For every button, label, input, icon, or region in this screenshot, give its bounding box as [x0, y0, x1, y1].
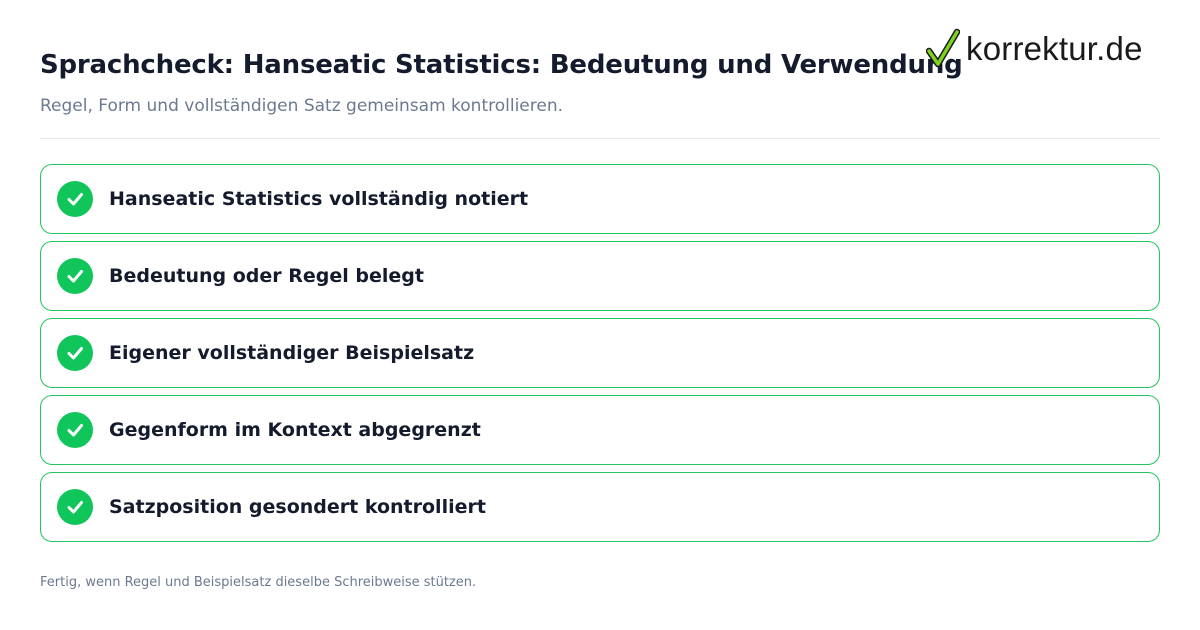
page-title: Sprachcheck: Hanseatic Statistics: Bedeu… — [40, 50, 963, 80]
checklist-item: Eigener vollständiger Beispielsatz — [40, 318, 1160, 388]
page-subtitle: Regel, Form und vollständigen Satz gemei… — [40, 96, 564, 116]
checklist-item: Satzposition gesondert kontrolliert — [40, 472, 1160, 542]
brand-logo[interactable]: korrektur.de — [926, 28, 1143, 70]
checklist-item-label: Gegenform im Kontext abgegrenzt — [109, 419, 481, 441]
checklist-item: Gegenform im Kontext abgegrenzt — [40, 395, 1160, 465]
checklist-item-label: Eigener vollständiger Beispielsatz — [109, 342, 475, 364]
checkmark-icon — [926, 28, 960, 70]
header-divider — [40, 138, 1160, 139]
check-circle-icon — [57, 335, 93, 371]
checklist-item-label: Hanseatic Statistics vollständig notiert — [109, 188, 529, 210]
check-circle-icon — [57, 258, 93, 294]
check-circle-icon — [57, 181, 93, 217]
footer-note: Fertig, wenn Regel und Beispielsatz dies… — [40, 575, 477, 590]
check-circle-icon — [57, 412, 93, 448]
checklist: Hanseatic Statistics vollständig notiert… — [40, 164, 1160, 549]
check-circle-icon — [57, 489, 93, 525]
logo-text: korrektur.de — [966, 30, 1143, 67]
checklist-item: Hanseatic Statistics vollständig notiert — [40, 164, 1160, 234]
checklist-item: Bedeutung oder Regel belegt — [40, 241, 1160, 311]
checklist-item-label: Satzposition gesondert kontrolliert — [109, 496, 486, 518]
checklist-item-label: Bedeutung oder Regel belegt — [109, 265, 424, 287]
